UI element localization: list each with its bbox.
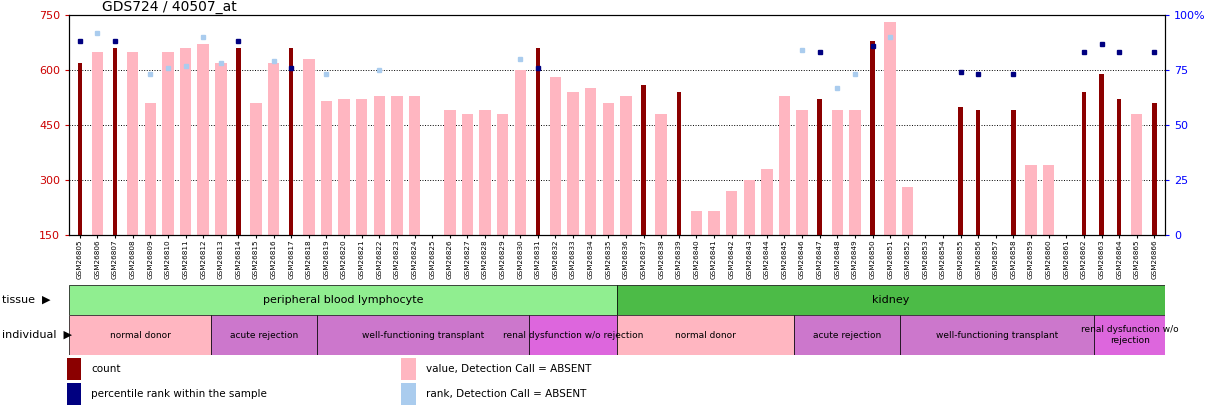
- Text: peripheral blood lymphocyte: peripheral blood lymphocyte: [263, 295, 423, 305]
- Text: well-functioning transplant: well-functioning transplant: [361, 330, 484, 339]
- Text: acute rejection: acute rejection: [812, 330, 880, 339]
- Bar: [69, 315, 210, 355]
- Bar: [67, 383, 81, 405]
- Bar: [976, 110, 980, 235]
- Bar: [113, 48, 117, 235]
- Bar: [338, 99, 350, 235]
- Bar: [321, 101, 332, 235]
- Bar: [568, 92, 579, 235]
- Bar: [268, 63, 280, 235]
- Text: individual  ▶: individual ▶: [2, 330, 73, 340]
- Bar: [585, 88, 596, 235]
- Bar: [817, 99, 822, 235]
- Text: well-functioning transplant: well-functioning transplant: [936, 330, 1058, 339]
- Text: rank, Detection Call = ABSENT: rank, Detection Call = ABSENT: [426, 389, 586, 399]
- Bar: [550, 77, 562, 235]
- Bar: [303, 59, 315, 235]
- Bar: [162, 52, 174, 235]
- Bar: [215, 63, 226, 235]
- Bar: [126, 52, 139, 235]
- Text: value, Detection Call = ABSENT: value, Detection Call = ABSENT: [426, 364, 591, 374]
- Bar: [884, 22, 896, 235]
- Bar: [761, 169, 772, 235]
- Bar: [373, 96, 385, 235]
- Bar: [536, 48, 540, 235]
- Bar: [641, 85, 646, 235]
- Bar: [794, 315, 900, 355]
- Text: acute rejection: acute rejection: [230, 330, 298, 339]
- Bar: [708, 211, 720, 235]
- Bar: [958, 107, 963, 235]
- Bar: [620, 96, 631, 235]
- Bar: [180, 48, 191, 235]
- Bar: [78, 63, 83, 235]
- Bar: [1012, 110, 1015, 235]
- Bar: [514, 70, 527, 235]
- Bar: [1152, 103, 1156, 235]
- Bar: [871, 40, 874, 235]
- Text: tissue  ▶: tissue ▶: [2, 295, 51, 305]
- Bar: [444, 110, 456, 235]
- Bar: [497, 114, 508, 235]
- Bar: [210, 315, 316, 355]
- Bar: [617, 315, 794, 355]
- Bar: [691, 211, 702, 235]
- Bar: [603, 103, 614, 235]
- Bar: [289, 48, 293, 235]
- Bar: [401, 383, 416, 405]
- Bar: [401, 358, 416, 380]
- Bar: [778, 96, 790, 235]
- Bar: [67, 358, 81, 380]
- Bar: [796, 110, 807, 235]
- Text: renal dysfunction w/o
rejection: renal dysfunction w/o rejection: [1081, 325, 1178, 345]
- Text: renal dysfunction w/o rejection: renal dysfunction w/o rejection: [502, 330, 643, 339]
- Bar: [726, 191, 737, 235]
- Bar: [91, 52, 103, 235]
- Bar: [69, 285, 617, 315]
- Bar: [392, 96, 402, 235]
- Bar: [655, 114, 666, 235]
- Bar: [1094, 315, 1165, 355]
- Text: count: count: [91, 364, 120, 374]
- Bar: [1025, 165, 1037, 235]
- Bar: [236, 48, 241, 235]
- Bar: [250, 103, 261, 235]
- Text: kidney: kidney: [872, 295, 910, 305]
- Bar: [462, 114, 473, 235]
- Bar: [617, 285, 1165, 315]
- Bar: [900, 315, 1094, 355]
- Bar: [902, 188, 913, 235]
- Bar: [316, 315, 529, 355]
- Text: GDS724 / 40507_at: GDS724 / 40507_at: [102, 0, 237, 14]
- Text: normal donor: normal donor: [675, 330, 736, 339]
- Bar: [1118, 99, 1121, 235]
- Text: normal donor: normal donor: [109, 330, 170, 339]
- Bar: [197, 44, 209, 235]
- Bar: [676, 92, 681, 235]
- Bar: [743, 180, 755, 235]
- Bar: [409, 96, 421, 235]
- Bar: [1131, 114, 1143, 235]
- Bar: [356, 99, 367, 235]
- Bar: [832, 110, 843, 235]
- Text: percentile rank within the sample: percentile rank within the sample: [91, 389, 268, 399]
- Bar: [849, 110, 861, 235]
- Bar: [145, 103, 156, 235]
- Bar: [479, 110, 491, 235]
- Bar: [1099, 74, 1104, 235]
- Bar: [1082, 92, 1086, 235]
- Bar: [529, 315, 617, 355]
- Bar: [1043, 165, 1054, 235]
